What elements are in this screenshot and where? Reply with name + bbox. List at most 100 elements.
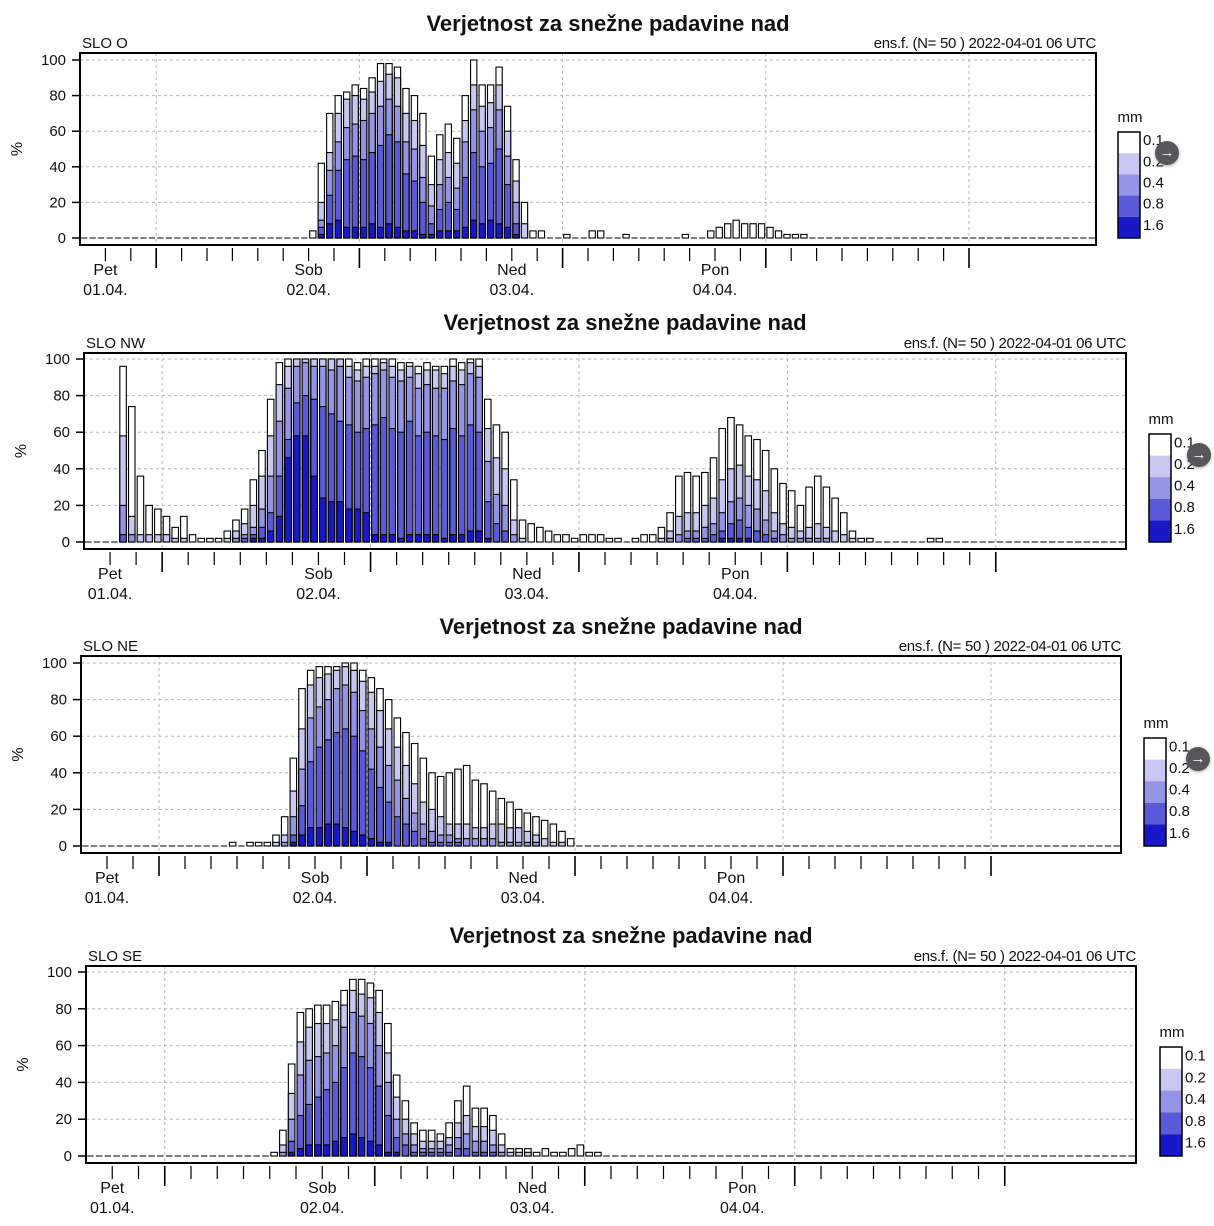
legend-swatch: [1160, 1090, 1182, 1113]
bar-0_8: [359, 159, 368, 239]
legend-label: 0.4: [1169, 782, 1190, 799]
bar-0_1: [749, 223, 757, 239]
bar-1_6: [305, 1144, 313, 1157]
bar-1_6: [402, 230, 410, 239]
bar-0_8: [350, 735, 358, 847]
bar-0_8: [445, 1151, 453, 1157]
bar-0_8: [770, 537, 779, 543]
bar-0_1: [935, 537, 944, 543]
bar-1_6: [351, 226, 359, 239]
legend-label: 1.6: [1143, 217, 1164, 234]
color-legend: mm0.1 0.2 0.4 0.8 1.6: [1159, 1024, 1206, 1157]
bar-1_6: [317, 233, 325, 239]
y-tick-label: 0: [58, 230, 66, 247]
bar-1_6: [296, 1148, 305, 1157]
bar-1_6: [393, 226, 402, 239]
bar-1_6: [258, 537, 266, 543]
bar-0_4: [779, 534, 787, 543]
bars: [81, 59, 1095, 239]
bar-1_6: [744, 537, 753, 543]
bar-0_8: [376, 144, 385, 239]
bar-1_6: [385, 223, 393, 239]
bar-0_2: [848, 537, 857, 543]
bar-0_1: [866, 537, 874, 543]
day-name-label: Pet: [93, 262, 118, 279]
arrow-right-icon[interactable]: →: [1186, 747, 1210, 771]
bar-1_6: [483, 537, 492, 543]
chart-panel-4: Verjetnost za snežne padavine nad SLO SE e…: [15, 923, 1206, 1217]
bar-1_6: [358, 834, 367, 847]
bar-0_8: [423, 431, 431, 543]
plot-frame: [79, 52, 1097, 246]
bar-0_4: [506, 841, 514, 847]
region-label: SLO O: [82, 35, 128, 52]
legend-label: 1.6: [1185, 1135, 1206, 1152]
bar-1_6: [340, 1137, 348, 1157]
bar-0_8: [454, 1148, 462, 1157]
y-tick-label: 20: [50, 801, 67, 818]
bar-0_8: [489, 1151, 497, 1157]
arrow-right-icon[interactable]: →: [1187, 443, 1211, 467]
bar-0_4: [666, 537, 674, 543]
bar-0_8: [414, 435, 423, 543]
legend-swatch: [1160, 1047, 1182, 1069]
day-date-label: 02.04.: [296, 586, 340, 603]
bar-0_8: [119, 534, 127, 543]
bar-1_6: [349, 1133, 357, 1157]
bar-1_6: [341, 827, 350, 847]
y-tick-label: 40: [55, 1074, 72, 1091]
bar-1_6: [392, 1151, 401, 1157]
bar-0_4: [497, 841, 506, 847]
plot-frame: [80, 655, 1122, 854]
bar-0_1: [562, 534, 570, 543]
bar-1_6: [427, 233, 436, 239]
bar-1_6: [336, 501, 344, 543]
day-date-label: 03.04.: [510, 1200, 554, 1217]
bar-1_6: [449, 534, 457, 543]
legend-swatch: [1118, 132, 1140, 154]
bar-0_1: [740, 223, 749, 239]
bar-0_1: [576, 1144, 585, 1157]
bar-0_8: [397, 431, 405, 543]
bar-0_1: [640, 534, 648, 543]
y-axis-label: %: [9, 142, 26, 156]
legend-label: 0.2: [1169, 760, 1190, 777]
day-name-label: Sob: [301, 870, 330, 887]
day-date-label: 03.04.: [490, 282, 534, 299]
legend-unit: mm: [1160, 1024, 1185, 1041]
bar-1_6: [440, 537, 449, 543]
bar-1_6: [512, 233, 520, 239]
bar-1_6: [718, 537, 727, 543]
legend-label: 0.4: [1143, 175, 1164, 192]
bar-1_6: [343, 226, 351, 239]
chart-title: Verjetnost za snežne padavine nad: [439, 614, 802, 639]
day-name-label: Pet: [100, 1180, 125, 1197]
bar-1_6: [405, 534, 414, 543]
day-name-label: Pet: [95, 870, 120, 887]
legend-frame: [1117, 131, 1141, 239]
bar-1_6: [414, 534, 423, 543]
bars: [85, 358, 1125, 543]
bar-0_8: [445, 841, 454, 847]
bar-0_1: [631, 537, 640, 543]
bar-1_6: [322, 1144, 331, 1157]
bar-1_6: [334, 219, 342, 239]
day-name-label: Pet: [98, 566, 123, 583]
bar-0_8: [393, 816, 402, 847]
legend-unit: mm: [1144, 715, 1169, 732]
bar-0_1: [783, 233, 791, 239]
y-tick-label: 60: [50, 728, 67, 745]
day-date-label: 04.04.: [720, 1200, 764, 1217]
bar-0_8: [431, 435, 440, 543]
region-label: SLO NE: [83, 638, 138, 655]
bar-0_1: [532, 1151, 541, 1157]
y-tick-label: 100: [45, 351, 70, 368]
day-date-label: 04.04.: [713, 586, 757, 603]
bar-1_6: [266, 530, 275, 543]
bar-0_4: [127, 534, 136, 543]
bar-1_6: [353, 508, 362, 543]
legend-swatch: [1144, 824, 1166, 846]
bar-0_2: [171, 537, 179, 543]
arrow-right-icon[interactable]: →: [1155, 141, 1179, 165]
bar-1_6: [410, 230, 419, 239]
